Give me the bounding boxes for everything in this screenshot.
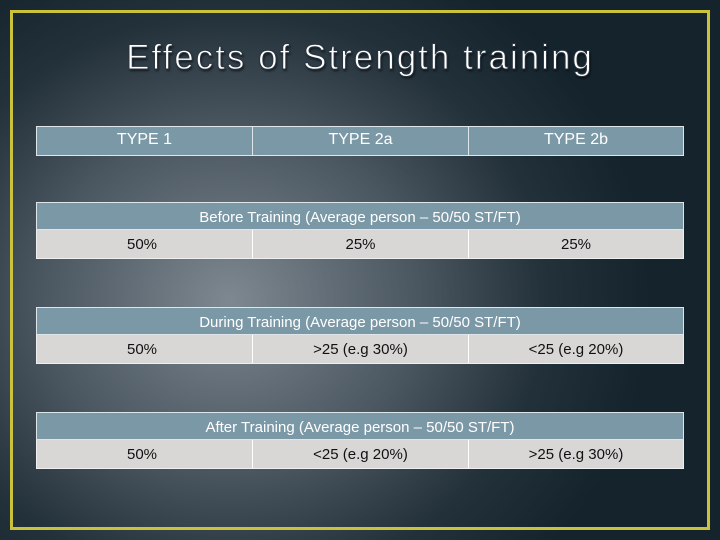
- values-row: 50% <25 (e.g 20%) >25 (e.g 30%): [36, 440, 684, 469]
- slide-frame: [10, 10, 710, 530]
- value-type2a: 25%: [253, 230, 469, 258]
- section-after-training: After Training (Average person – 50/50 S…: [36, 412, 684, 469]
- value-type2a: >25 (e.g 30%): [253, 335, 469, 363]
- values-row: 50% >25 (e.g 30%) <25 (e.g 20%): [36, 335, 684, 364]
- section-heading: During Training (Average person – 50/50 …: [36, 307, 684, 335]
- slide-title: Effects of Strength training: [126, 38, 594, 78]
- value-type1: 50%: [37, 230, 253, 258]
- section-heading: Before Training (Average person – 50/50 …: [36, 202, 684, 230]
- column-header-type2a: TYPE 2a: [253, 127, 469, 155]
- column-header-type1: TYPE 1: [37, 127, 253, 155]
- column-header-row: TYPE 1 TYPE 2a TYPE 2b: [36, 126, 684, 156]
- section-during-training: During Training (Average person – 50/50 …: [36, 307, 684, 364]
- value-type2b: <25 (e.g 20%): [528, 340, 624, 358]
- values-row: 50% 25% 25%: [36, 230, 684, 259]
- value-type2b: >25 (e.g 30%): [528, 445, 624, 463]
- value-type2b: 25%: [560, 235, 592, 253]
- section-heading: After Training (Average person – 50/50 S…: [36, 412, 684, 440]
- column-header-type2b: TYPE 2b: [543, 131, 609, 148]
- value-type1: 50%: [37, 440, 253, 468]
- value-type1: 50%: [37, 335, 253, 363]
- value-type2a: <25 (e.g 20%): [253, 440, 469, 468]
- section-before-training: Before Training (Average person – 50/50 …: [36, 202, 684, 259]
